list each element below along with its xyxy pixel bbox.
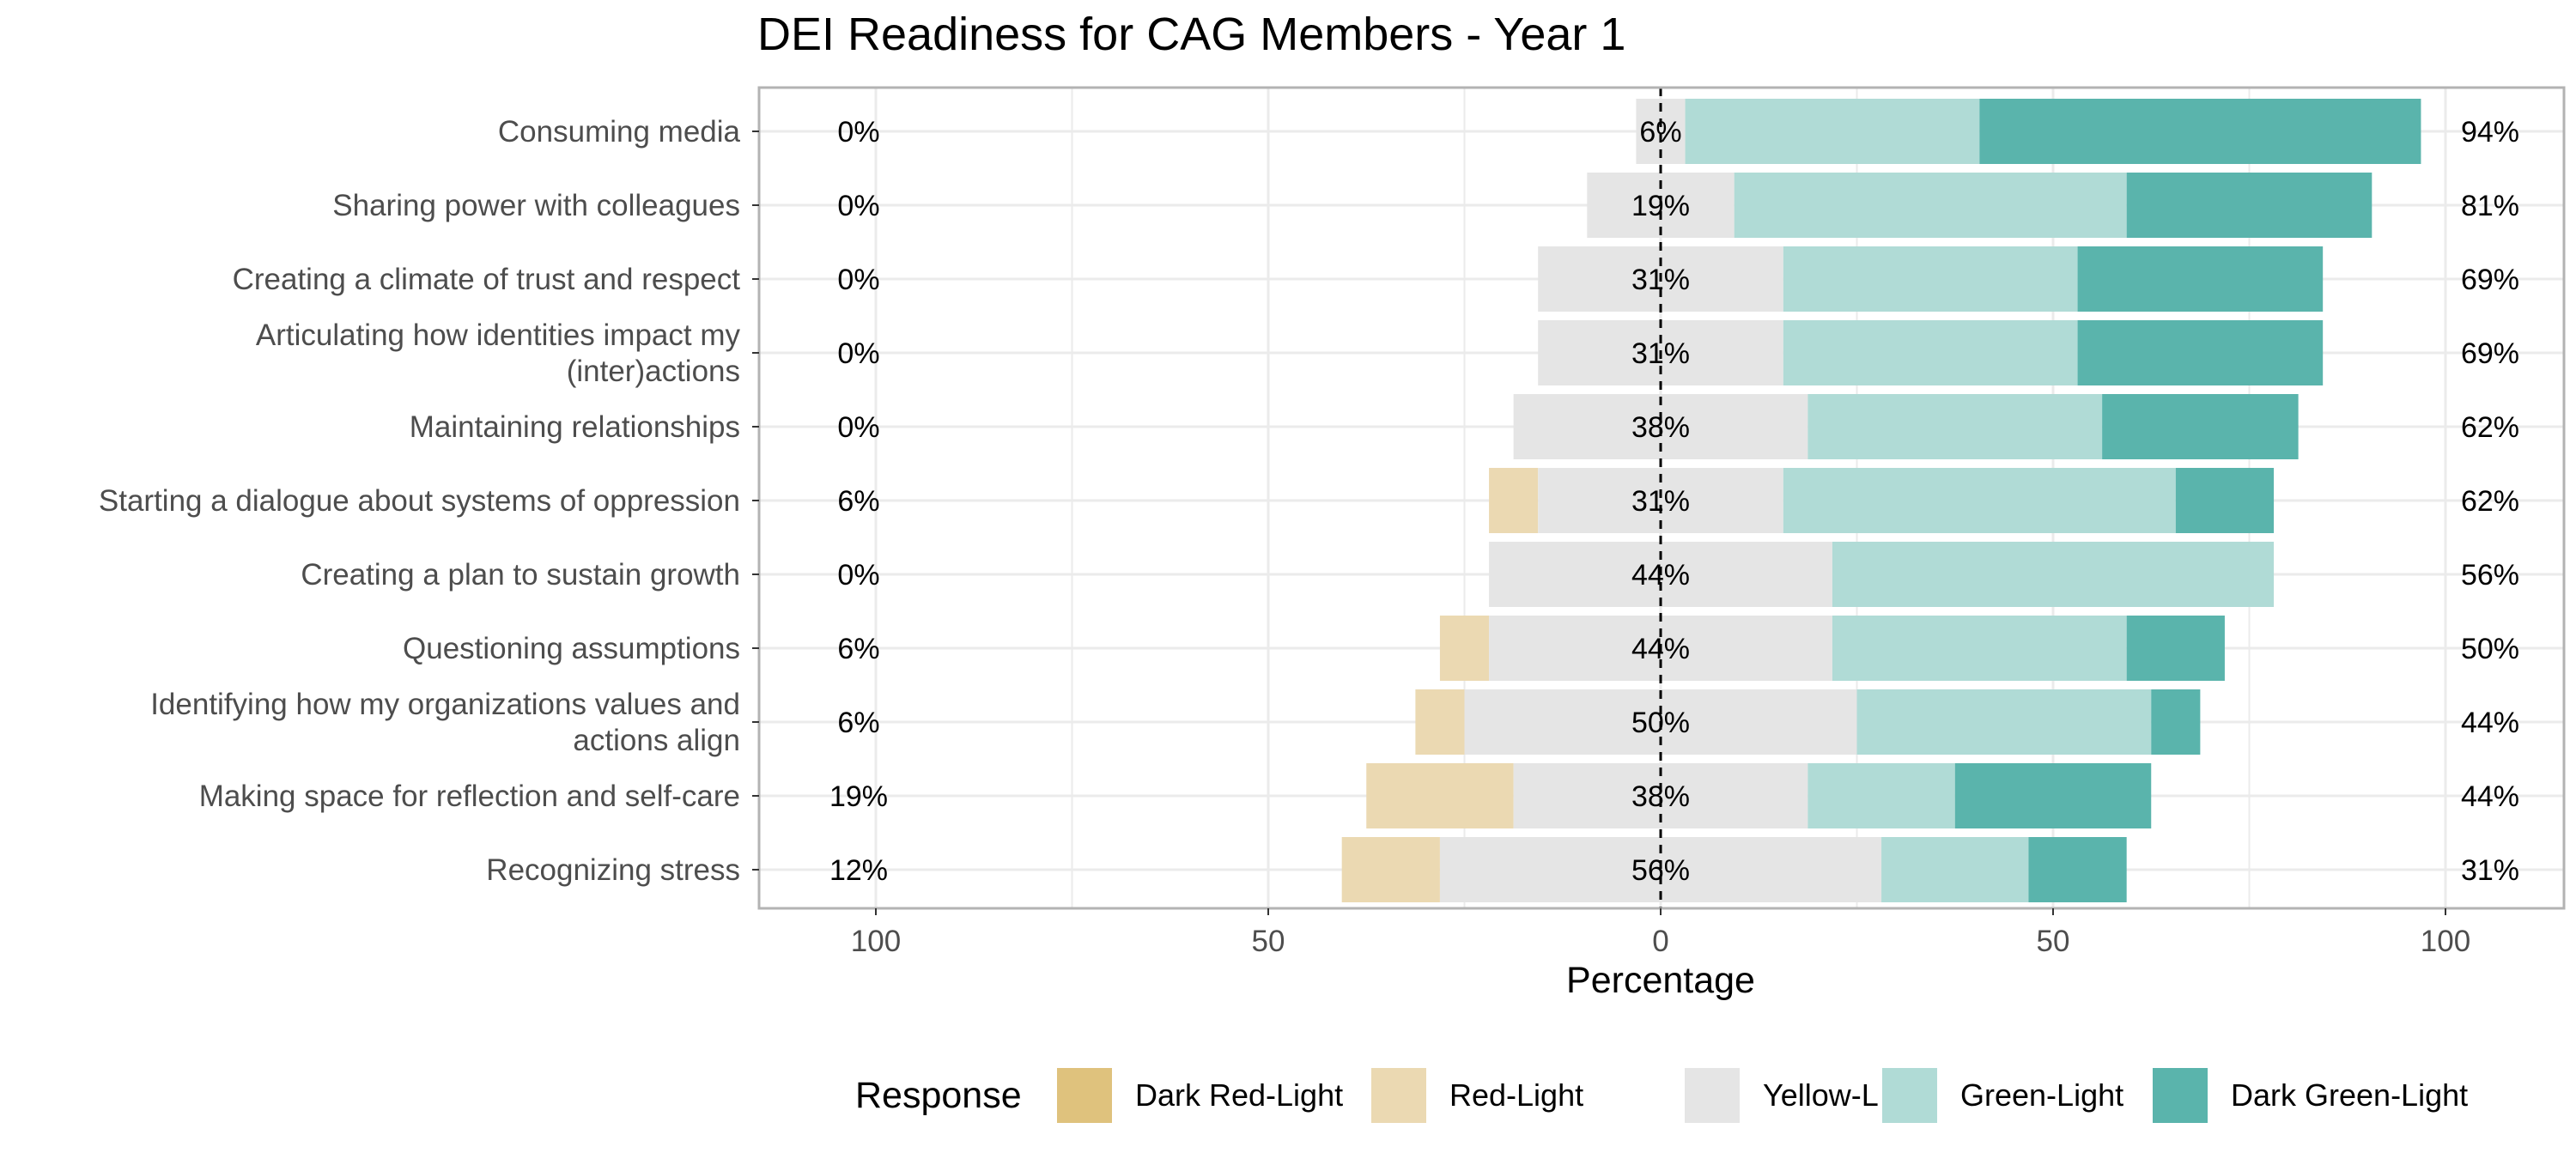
x-tick-label: 100: [851, 925, 901, 958]
label-neutral-pct: 44%: [1631, 633, 1690, 665]
bar-segment-green-light: [1734, 173, 2127, 238]
bar-segment-green-light: [1783, 320, 2078, 385]
label-negative-pct: 12%: [829, 854, 888, 887]
y-tick-label: Consuming media: [498, 115, 741, 149]
bar-segment-green-light: [1783, 468, 2176, 533]
label-negative-pct: 0%: [837, 559, 879, 592]
label-neutral-pct: 19%: [1631, 190, 1690, 222]
label-negative-pct: 0%: [837, 190, 879, 222]
bar-segment-green-light: [1783, 246, 2078, 312]
legend-key-yellow-light: [1683, 1066, 1741, 1125]
y-tick-label: Creating a plan to sustain growth: [301, 558, 740, 592]
legend-key-red-light: [1370, 1066, 1428, 1125]
bar-segment-dark-green-light: [2126, 173, 2372, 238]
legend-label: Dark Red-Light: [1135, 1077, 1343, 1113]
legend-label: Dark Green-Light: [2231, 1077, 2468, 1113]
bar-segment-green-light: [1832, 542, 2275, 607]
label-negative-pct: 0%: [837, 411, 879, 444]
label-positive-pct: 69%: [2461, 337, 2519, 370]
y-tick-label: Starting a dialogue about systems of opp…: [99, 484, 740, 518]
legend-key-dark-green-light: [2151, 1066, 2209, 1125]
bar-segment-green-light: [1832, 616, 2127, 681]
label-positive-pct: 31%: [2461, 854, 2519, 887]
legend-label: Green-Light: [1960, 1077, 2123, 1113]
y-tick-label: Identifying how my organizations values …: [150, 688, 740, 757]
bar-segment-green-light: [1881, 837, 2029, 902]
y-tick-label: Recognizing stress: [486, 853, 740, 887]
label-neutral-pct: 31%: [1631, 264, 1690, 296]
bar-segment-dark-green-light: [2077, 246, 2324, 312]
label-positive-pct: 44%: [2461, 780, 2519, 813]
y-tick-label: Creating a climate of trust and respect: [233, 263, 741, 296]
label-neutral-pct: 50%: [1631, 707, 1690, 739]
label-positive-pct: 94%: [2461, 116, 2519, 149]
bar-segment-dark-green-light: [2151, 689, 2201, 755]
legend: Response Dark Red-Light Red-Light Yellow-Li…: [855, 1066, 2468, 1125]
legend-key-dark-red-light: [1055, 1066, 1114, 1125]
axis-layer: Consuming media Sharing power with collea…: [99, 115, 2470, 958]
chart-title: DEI Readiness for CAG Members - Year 1: [757, 9, 1625, 60]
label-neutral-pct: 56%: [1631, 854, 1690, 887]
bar-segment-dark-green-light: [2102, 394, 2299, 459]
label-neutral-pct: 6%: [1639, 116, 1681, 149]
bar-segment-green-light: [1685, 99, 1980, 164]
bar-segment-red-light: [1439, 616, 1490, 681]
label-neutral-pct: 38%: [1631, 780, 1690, 813]
bar-segment-red-light: [1415, 689, 1465, 755]
bar-segment-dark-green-light: [1979, 99, 2421, 164]
label-positive-pct: 56%: [2461, 559, 2519, 592]
label-negative-pct: 6%: [837, 633, 879, 665]
legend-title: Response: [855, 1075, 1022, 1116]
bar-segment-dark-green-light: [2175, 468, 2275, 533]
label-negative-pct: 6%: [837, 707, 879, 739]
x-tick-label: 50: [1252, 925, 1285, 958]
label-neutral-pct: 31%: [1631, 485, 1690, 518]
bar-segment-green-light: [1807, 763, 1955, 828]
legend-label: Red-Light: [1449, 1077, 1583, 1113]
x-axis-title: Percentage: [1566, 960, 1755, 1001]
bar-segment-green-light: [1856, 689, 2152, 755]
bar-segment-dark-green-light: [2077, 320, 2324, 385]
bar-segment-red-light: [1489, 468, 1539, 533]
bars-layer: [757, 86, 2566, 910]
bar-segment-red-light: [1366, 763, 1514, 828]
bar-segment-red-light: [1341, 837, 1440, 902]
bar-segment-dark-green-light: [1954, 763, 2152, 828]
y-tick-label: Making space for reflection and self-car…: [199, 780, 740, 813]
x-tick-label: 50: [2037, 925, 2070, 958]
x-tick-label: 0: [1652, 925, 1668, 958]
label-neutral-pct: 44%: [1631, 559, 1690, 592]
label-positive-pct: 69%: [2461, 264, 2519, 296]
legend-key-green-light: [1880, 1066, 1939, 1125]
bar-segment-dark-green-light: [2028, 837, 2127, 902]
label-positive-pct: 62%: [2461, 411, 2519, 444]
label-neutral-pct: 31%: [1631, 337, 1690, 370]
y-tick-label: Questioning assumptions: [403, 632, 740, 665]
label-negative-pct: 6%: [837, 485, 879, 518]
label-negative-pct: 19%: [829, 780, 888, 813]
y-tick-label: Sharing power with colleagues: [332, 189, 740, 222]
label-positive-pct: 50%: [2461, 633, 2519, 665]
y-tick-label: Articulating how identities impact my (in…: [256, 319, 741, 388]
bar-segment-green-light: [1807, 394, 2103, 459]
label-positive-pct: 44%: [2461, 707, 2519, 739]
bar-segment-dark-green-light: [2126, 616, 2225, 681]
label-negative-pct: 0%: [837, 337, 879, 370]
label-positive-pct: 81%: [2461, 190, 2519, 222]
label-neutral-pct: 38%: [1631, 411, 1690, 444]
label-negative-pct: 0%: [837, 116, 879, 149]
label-negative-pct: 0%: [837, 264, 879, 296]
label-positive-pct: 62%: [2461, 485, 2519, 518]
labels-layer: 0% 6% 94% 0% 19% 81% 0% 31% 69% 0% 31% 69% 0% 38% 62% 6…: [829, 116, 2519, 887]
x-tick-label: 100: [2421, 925, 2470, 958]
y-tick-label: Maintaining relationships: [410, 410, 740, 444]
